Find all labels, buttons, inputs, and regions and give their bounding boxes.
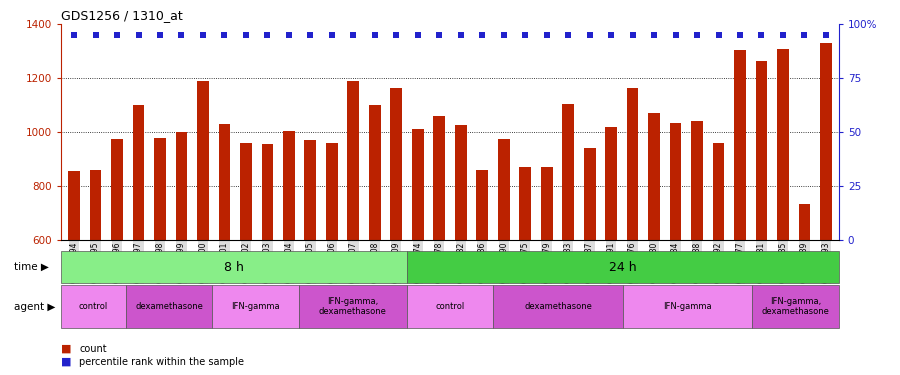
Bar bbox=[326, 143, 338, 240]
Bar bbox=[126, 285, 212, 328]
Bar bbox=[90, 170, 102, 240]
Bar bbox=[391, 88, 402, 240]
Bar bbox=[412, 129, 424, 240]
Bar bbox=[562, 104, 574, 240]
Bar bbox=[369, 105, 381, 240]
Bar bbox=[752, 285, 839, 328]
Bar bbox=[584, 148, 596, 240]
Bar bbox=[212, 285, 299, 328]
Text: percentile rank within the sample: percentile rank within the sample bbox=[79, 357, 244, 367]
Bar bbox=[820, 43, 832, 240]
Bar bbox=[691, 122, 703, 240]
Bar bbox=[605, 127, 617, 240]
Bar bbox=[670, 123, 681, 240]
Bar bbox=[132, 105, 144, 240]
Text: IFN-gamma: IFN-gamma bbox=[663, 302, 712, 311]
Bar bbox=[61, 251, 407, 283]
Bar bbox=[407, 285, 493, 328]
Bar bbox=[777, 49, 789, 240]
Bar bbox=[713, 143, 725, 240]
Bar bbox=[68, 171, 80, 240]
Text: IFN-gamma: IFN-gamma bbox=[231, 302, 280, 311]
Text: IFN-gamma,
dexamethasone: IFN-gamma, dexamethasone bbox=[319, 297, 387, 316]
Bar bbox=[176, 132, 187, 240]
Bar bbox=[498, 139, 509, 240]
Bar bbox=[798, 204, 810, 240]
Text: control: control bbox=[436, 302, 464, 311]
Bar bbox=[61, 285, 126, 328]
Text: dexamethasone: dexamethasone bbox=[135, 302, 203, 311]
Bar bbox=[283, 131, 295, 240]
Bar bbox=[111, 139, 123, 240]
Bar bbox=[304, 140, 316, 240]
Text: count: count bbox=[79, 344, 107, 354]
Bar bbox=[154, 138, 166, 240]
Bar bbox=[493, 285, 623, 328]
Text: agent ▶: agent ▶ bbox=[14, 302, 56, 312]
Bar bbox=[476, 170, 488, 240]
Bar bbox=[299, 285, 407, 328]
Bar bbox=[541, 167, 553, 240]
Text: ■: ■ bbox=[61, 344, 72, 354]
Text: control: control bbox=[79, 302, 108, 311]
Bar bbox=[262, 144, 274, 240]
Bar bbox=[734, 50, 746, 240]
Bar bbox=[219, 124, 230, 240]
Text: dexamethasone: dexamethasone bbox=[524, 302, 592, 311]
Text: time ▶: time ▶ bbox=[14, 262, 50, 272]
Bar bbox=[197, 81, 209, 240]
Text: GDS1256 / 1310_at: GDS1256 / 1310_at bbox=[61, 9, 183, 22]
Text: IFN-gamma,
dexamethasone: IFN-gamma, dexamethasone bbox=[761, 297, 830, 316]
Bar bbox=[519, 167, 531, 240]
Bar bbox=[407, 251, 839, 283]
Bar bbox=[756, 61, 768, 240]
Bar bbox=[648, 113, 660, 240]
Bar bbox=[626, 88, 638, 240]
Bar bbox=[454, 126, 466, 240]
Bar bbox=[347, 81, 359, 240]
Text: ■: ■ bbox=[61, 357, 72, 367]
Text: 8 h: 8 h bbox=[224, 261, 244, 274]
Bar bbox=[240, 143, 252, 240]
Text: 24 h: 24 h bbox=[609, 261, 636, 274]
Bar bbox=[434, 116, 446, 240]
Bar bbox=[623, 285, 752, 328]
